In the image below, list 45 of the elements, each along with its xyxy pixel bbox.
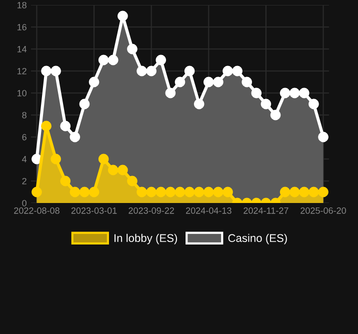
- point: [212, 76, 224, 88]
- point: [298, 88, 310, 98]
- x-tick-label: 2024-04-13: [186, 207, 232, 214]
- y-tick-label: 6: [22, 134, 26, 140]
- point: [41, 66, 52, 76]
- y-tick-label: 12: [17, 68, 26, 74]
- point: [50, 66, 62, 76]
- y-tick-label: 18: [17, 2, 26, 8]
- point: [156, 54, 166, 66]
- point: [242, 76, 252, 88]
- legend-label: In lobby (ES): [114, 234, 178, 244]
- point: [251, 88, 262, 98]
- y-tick-label: 16: [17, 24, 26, 30]
- x-tick-label: 2023-09-22: [128, 207, 174, 214]
- y-tick-label: 8: [22, 112, 26, 118]
- point: [260, 98, 272, 110]
- point: [108, 54, 118, 66]
- y-tick-label: 0: [22, 200, 26, 206]
- point: [203, 76, 214, 88]
- point: [146, 66, 157, 76]
- point: [280, 88, 290, 98]
- y-tick-label: 10: [17, 90, 26, 96]
- point: [222, 66, 233, 76]
- point: [127, 44, 138, 54]
- point: [289, 88, 300, 98]
- legend-label: Casino (ES): [228, 234, 287, 244]
- point: [232, 66, 243, 76]
- point: [79, 98, 90, 110]
- point: [194, 98, 204, 110]
- x-tick-label: 2023-03-01: [71, 207, 117, 214]
- x-tick-label: 2022-08-08: [14, 207, 60, 214]
- y-tick-label: 14: [17, 46, 27, 52]
- y-tick-label: 2: [22, 178, 26, 184]
- point: [308, 98, 319, 110]
- point: [98, 54, 109, 66]
- x-tick-label: 2025-06-20: [300, 207, 346, 214]
- point: [117, 10, 128, 22]
- point: [136, 66, 148, 76]
- point: [270, 110, 281, 120]
- point: [184, 66, 195, 76]
- point: [174, 76, 186, 88]
- x-tick-label: 2024-11-27: [244, 207, 288, 214]
- y-tick-label: 4: [22, 156, 27, 162]
- point: [165, 88, 176, 98]
- point: [88, 76, 100, 88]
